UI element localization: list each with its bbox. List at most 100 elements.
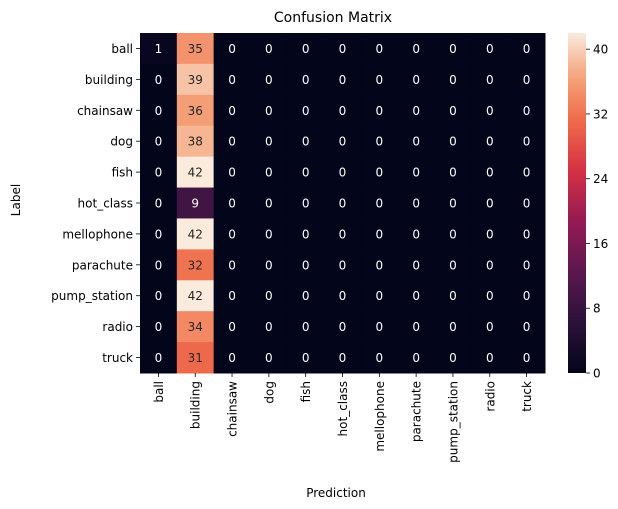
heatmap-cell [140,280,178,312]
cell-value-label: 0 [449,197,457,211]
cell-value-label: 0 [486,351,494,365]
cell-value-label: 0 [486,320,494,334]
heatmap-cell [176,187,215,219]
cell-value-label: 0 [265,104,273,118]
cell-value-label: 0 [412,320,420,334]
heatmap-cell [397,156,436,189]
cell-value-label: 35 [188,42,203,56]
heatmap-cell [250,280,288,312]
heatmap-cell [471,33,509,65]
heatmap-cell [250,125,288,158]
cell-value-label: 0 [302,258,310,272]
cell-value-label: 0 [449,135,457,149]
heatmap-cell [508,218,546,250]
heatmap-cell [287,311,325,343]
cell-value-label: 0 [375,42,383,56]
heatmap-cell [176,249,215,281]
heatmap-cell [287,249,325,281]
y-tick-label: chainsaw [77,104,133,118]
cell-value-label: 0 [339,227,347,241]
cell-value-label: 0 [523,320,531,334]
heatmap-cell [434,249,472,281]
cell-value-label: 0 [449,104,457,118]
cell-value-label: 0 [228,104,236,118]
heatmap-cell [360,311,399,343]
cell-value-label: 0 [339,258,347,272]
cell-value-label: 0 [412,73,420,87]
heatmap-cell [324,63,362,96]
y-tick-label: fish [112,166,133,180]
heatmap-cell [213,311,251,343]
heatmap-cell [324,94,362,127]
colorbar-tick-label: 8 [593,302,601,316]
cell-value-label: 1 [155,42,163,56]
heatmap-cell [471,249,509,281]
heatmap-cell [176,280,215,312]
heatmap-cell [176,311,215,343]
cell-value-label: 0 [375,258,383,272]
cell-value-label: 39 [188,73,203,87]
cell-value-label: 0 [523,197,531,211]
cell-value-label: 0 [412,289,420,303]
cell-value-label: 0 [449,42,457,56]
heatmap-cell [360,156,399,189]
x-tick-label: ball [152,381,166,403]
cell-value-label: 0 [228,166,236,180]
heatmap-cell [324,249,362,281]
heatmap-cell [176,125,215,158]
cell-value-label: 0 [339,289,347,303]
y-tick-label: parachute [72,258,133,272]
colorbar: 0 8 16 24 32 40 [568,33,608,381]
cell-value-label: 0 [339,320,347,334]
cell-value-label: 0 [228,135,236,149]
cell-value-label: 0 [155,73,163,87]
cell-value-label: 0 [302,351,310,365]
heatmap-cell [324,125,362,158]
heatmap-cell [471,311,509,343]
cell-value-label: 0 [523,351,531,365]
heatmap-cell [250,33,288,65]
colorbar-tick-label: 32 [593,107,608,121]
cell-value-label: 0 [228,289,236,303]
y-tick-label: building [85,73,133,87]
cell-value-label: 0 [155,197,163,211]
cell-value-label: 0 [339,104,347,118]
cell-value-label: 0 [523,73,531,87]
cell-value-label: 0 [486,289,494,303]
heatmap-cell [324,342,362,374]
heatmap-cell [508,342,546,374]
cell-value-label: 0 [486,227,494,241]
cell-value-label: 0 [155,104,163,118]
heatmap-cell [397,94,436,127]
x-axis-label: Prediction [306,486,366,500]
heatmap-cell [360,125,399,158]
heatmap-cell [360,280,399,312]
cell-value-label: 0 [302,166,310,180]
heatmap-cell [140,218,178,250]
heatmap-cell [397,311,436,343]
cell-value-label: 0 [155,258,163,272]
cell-value-label: 0 [339,42,347,56]
cell-value-label: 0 [155,135,163,149]
heatmap-cell [508,311,546,343]
heatmap-cell [250,311,288,343]
y-tick-label: ball [111,42,133,56]
heatmap-cell [250,342,288,374]
heatmap-cell [471,94,509,127]
cell-value-label: 0 [449,166,457,180]
cell-value-label: 0 [412,258,420,272]
cell-value-label: 0 [265,197,273,211]
x-tick-label: parachute [410,381,424,442]
heatmap-cell [140,125,178,158]
x-tick-label: building [189,381,203,429]
heatmap-cell [213,342,251,374]
y-tick-label: dog [110,135,133,149]
heatmap-cell [250,187,288,219]
cell-value-label: 0 [412,104,420,118]
colorbar-tick-label: 24 [593,172,608,186]
heatmap-cell [213,218,251,250]
cell-value-label: 0 [155,320,163,334]
x-tick-labels: ball building chainsaw dog fish hot_class mell… [152,373,534,463]
x-tick-label: pump_station [446,381,460,463]
heatmap-cell [360,187,399,219]
